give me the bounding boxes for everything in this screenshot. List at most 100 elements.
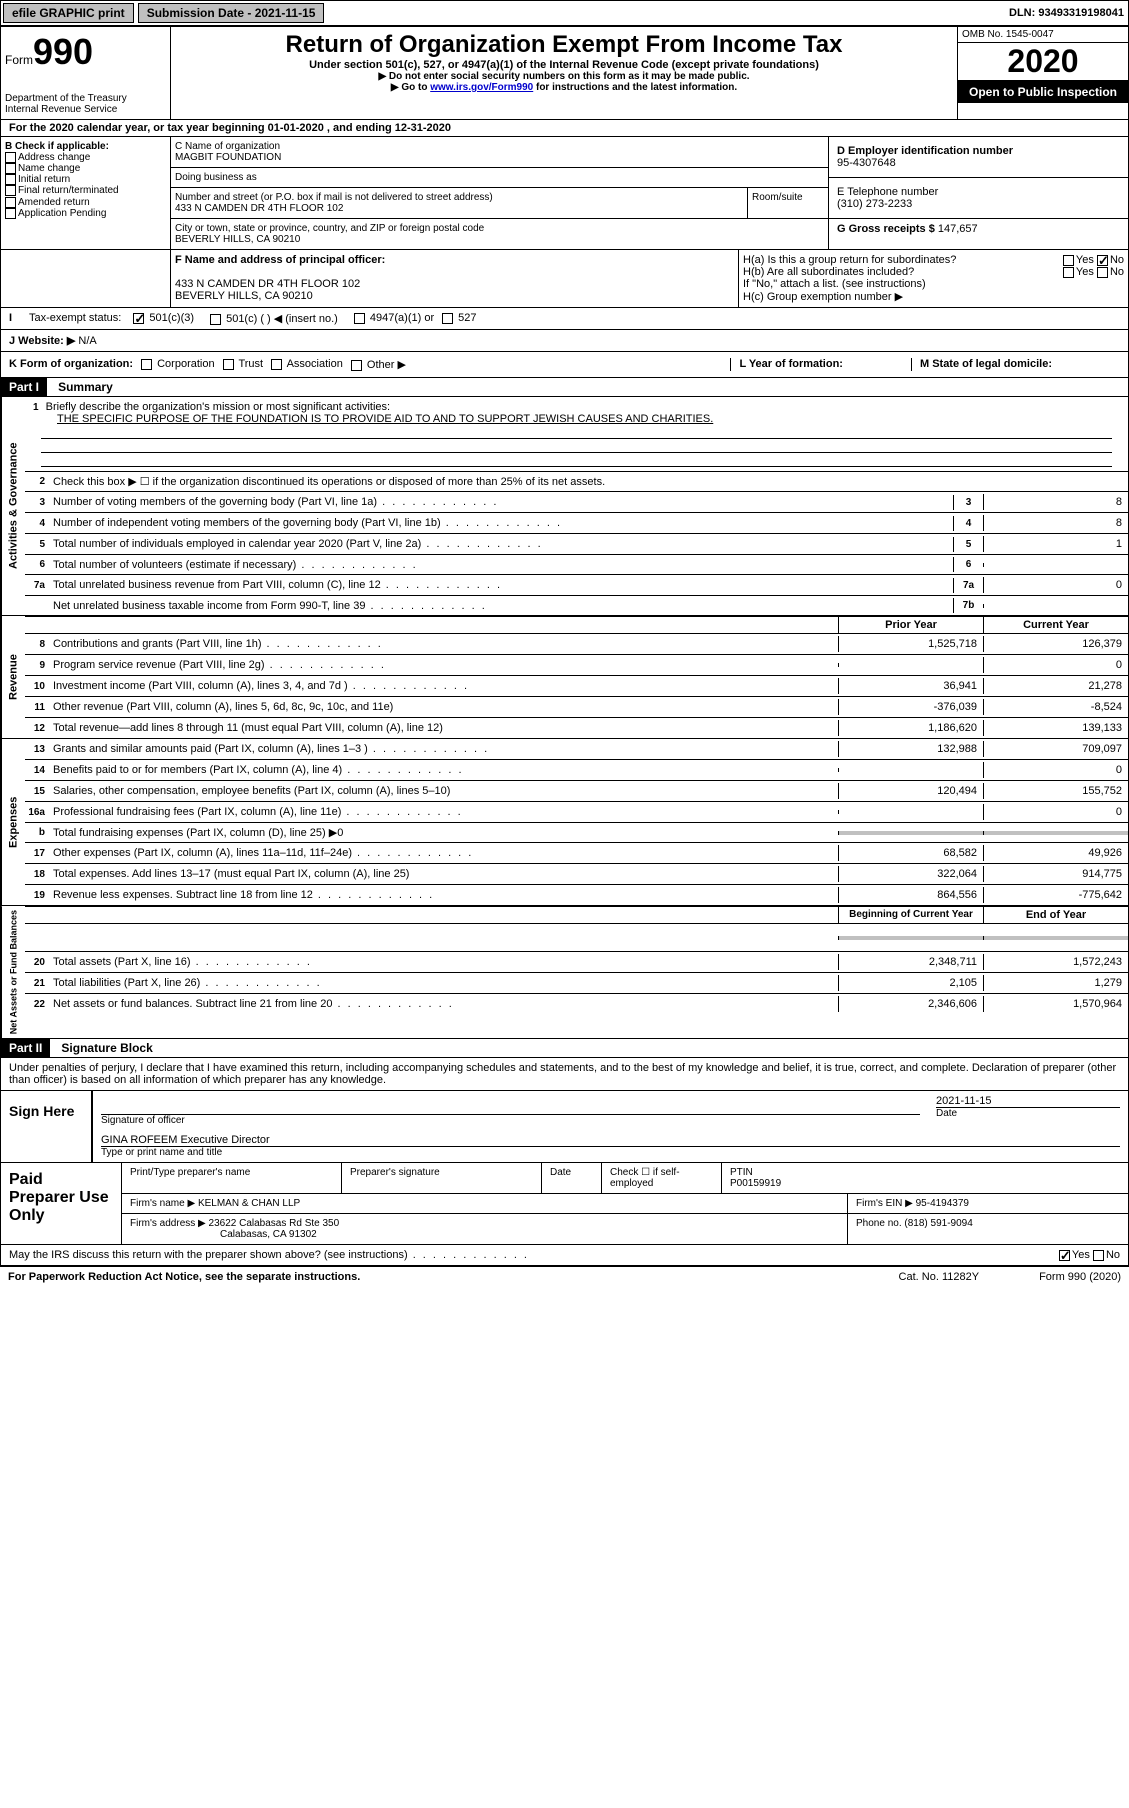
name-change-checkbox[interactable] — [5, 163, 16, 174]
hb-no-checkbox[interactable] — [1097, 267, 1108, 278]
phone-label: E Telephone number — [837, 186, 1120, 198]
officer-addr1: 433 N CAMDEN DR 4TH FLOOR 102 — [175, 278, 734, 290]
note2-prefix: ▶ Go to — [391, 82, 430, 93]
firm-ein: 95-4194379 — [916, 1198, 969, 1209]
addr-change-checkbox[interactable] — [5, 152, 16, 163]
form990-link[interactable]: www.irs.gov/Form990 — [430, 82, 533, 93]
tax-period: For the 2020 calendar year, or tax year … — [0, 120, 1129, 137]
firm-addr2: Calabasas, CA 91302 — [220, 1229, 317, 1240]
discuss-no-checkbox[interactable] — [1093, 1250, 1104, 1261]
sig-officer-label: Signature of officer — [101, 1115, 920, 1126]
dba-label: Doing business as — [175, 172, 824, 183]
perjury-text: Under penalties of perjury, I declare th… — [1, 1058, 1128, 1090]
dln-label: DLN: 93493319198041 — [1005, 3, 1128, 23]
website-label: J Website: ▶ — [9, 335, 75, 347]
firm-phone-label: Phone no. — [856, 1218, 902, 1229]
hb-label: H(b) Are all subordinates included? — [743, 266, 914, 278]
form-number: 990 — [33, 31, 93, 72]
sign-here-label: Sign Here — [1, 1091, 91, 1162]
irs-label: Internal Revenue Service — [5, 104, 166, 115]
hb-note: If "No," attach a list. (see instruction… — [743, 278, 1124, 290]
officer-label: F Name and address of principal officer: — [175, 254, 734, 266]
prior-year-header: Prior Year — [838, 617, 983, 633]
check-self-label: Check ☐ if self-employed — [602, 1163, 722, 1193]
website-value: N/A — [78, 335, 96, 347]
check-applicable-label: B Check if applicable: — [5, 141, 166, 152]
addr-label: Number and street (or P.O. box if mail i… — [175, 192, 743, 203]
signature-section: Under penalties of perjury, I declare th… — [0, 1058, 1129, 1266]
discuss-yes-checkbox[interactable] — [1059, 1250, 1070, 1261]
website-row: J Website: ▶ N/A — [0, 330, 1129, 352]
city-value: BEVERLY HILLS, CA 90210 — [175, 234, 824, 245]
line7a-val: 0 — [983, 577, 1128, 593]
ha-no-checkbox[interactable] — [1097, 255, 1108, 266]
amended-checkbox[interactable] — [5, 197, 16, 208]
corp-checkbox[interactable] — [141, 359, 152, 370]
hc-label: H(c) Group exemption number ▶ — [743, 290, 1124, 303]
current-year-header: Current Year — [983, 617, 1128, 633]
initial-checkbox[interactable] — [5, 174, 16, 185]
form-subtitle: Under section 501(c), 527, or 4947(a)(1)… — [175, 59, 953, 71]
print-name-label: Print/Type preparer's name — [122, 1163, 342, 1193]
firm-addr1: 23622 Calabasas Rd Ste 350 — [209, 1218, 340, 1229]
prep-sig-label: Preparer's signature — [342, 1163, 542, 1193]
part1-title: Summary — [50, 380, 113, 394]
gross-value: 147,657 — [938, 223, 978, 235]
net-vlabel: Net Assets or Fund Balances — [1, 906, 25, 1038]
ha-label: H(a) Is this a group return for subordin… — [743, 254, 956, 266]
submission-date-button[interactable]: Submission Date - 2021-11-15 — [138, 3, 325, 23]
ptin-label: PTIN — [730, 1167, 1120, 1178]
part1-header-row: Part I Summary — [0, 378, 1129, 397]
section-fh: F Name and address of principal officer:… — [0, 250, 1129, 308]
gross-label: G Gross receipts $ — [837, 223, 935, 235]
expenses-vlabel: Expenses — [1, 739, 25, 905]
firm-name-label: Firm's name ▶ — [130, 1198, 195, 1209]
prep-date-label: Date — [542, 1163, 602, 1193]
form-title: Return of Organization Exempt From Incom… — [175, 31, 953, 59]
501c-checkbox[interactable] — [210, 314, 221, 325]
footer: For Paperwork Reduction Act Notice, see … — [0, 1266, 1129, 1287]
sig-date: 2021-11-15 — [936, 1095, 1120, 1108]
part2-title: Signature Block — [53, 1041, 152, 1055]
mission-text: THE SPECIFIC PURPOSE OF THE FOUNDATION I… — [57, 413, 713, 425]
paid-prep-label: Paid Preparer Use Only — [1, 1163, 121, 1244]
line3-text: Number of voting members of the governin… — [49, 496, 953, 508]
topbar: efile GRAPHIC print Submission Date - 20… — [0, 0, 1129, 26]
firm-phone: (818) 591-9094 — [904, 1218, 972, 1229]
line5-text: Total number of individuals employed in … — [49, 538, 953, 550]
section-bcdeg: B Check if applicable: Address change Na… — [0, 137, 1129, 250]
type-name-label: Type or print name and title — [101, 1147, 1120, 1158]
form-note1: ▶ Do not enter social security numbers o… — [175, 71, 953, 82]
firm-name: KELMAN & CHAN LLP — [198, 1198, 300, 1209]
paperwork-notice: For Paperwork Reduction Act Notice, see … — [8, 1271, 360, 1283]
org-name-label: C Name of organization — [175, 141, 824, 152]
governance-vlabel: Activities & Governance — [1, 397, 25, 615]
4947-checkbox[interactable] — [354, 313, 365, 324]
revenue-vlabel: Revenue — [1, 616, 25, 738]
phone-value: (310) 273-2233 — [837, 198, 1120, 210]
hb-yes-checkbox[interactable] — [1063, 267, 1074, 278]
527-checkbox[interactable] — [442, 313, 453, 324]
ha-yes-checkbox[interactable] — [1063, 255, 1074, 266]
trust-checkbox[interactable] — [223, 359, 234, 370]
line7a-text: Total unrelated business revenue from Pa… — [49, 579, 953, 591]
line7b-text: Net unrelated business taxable income fr… — [49, 600, 953, 612]
begin-year-header: Beginning of Current Year — [838, 907, 983, 923]
line6-text: Total number of volunteers (estimate if … — [49, 559, 953, 571]
part1-badge: Part I — [1, 378, 47, 396]
501c3-checkbox[interactable] — [133, 313, 144, 324]
final-checkbox[interactable] — [5, 185, 16, 196]
efile-button[interactable]: efile GRAPHIC print — [3, 3, 134, 23]
exempt-row: I Tax-exempt status: 501(c)(3) 501(c) ( … — [0, 308, 1129, 330]
cat-no: Cat. No. 11282Y — [899, 1271, 980, 1283]
date-label: Date — [936, 1108, 1120, 1119]
other-checkbox[interactable] — [351, 360, 362, 371]
k-label: K Form of organization: — [9, 358, 133, 371]
net-assets-section: Net Assets or Fund Balances Beginning of… — [0, 906, 1129, 1039]
inspection-notice: Open to Public Inspection — [958, 81, 1128, 103]
dept-label: Department of the Treasury — [5, 93, 166, 104]
pending-checkbox[interactable] — [5, 208, 16, 219]
ptin-value: P00159919 — [730, 1178, 1120, 1189]
assoc-checkbox[interactable] — [271, 359, 282, 370]
governance-section: Activities & Governance 1 Briefly descri… — [0, 397, 1129, 616]
